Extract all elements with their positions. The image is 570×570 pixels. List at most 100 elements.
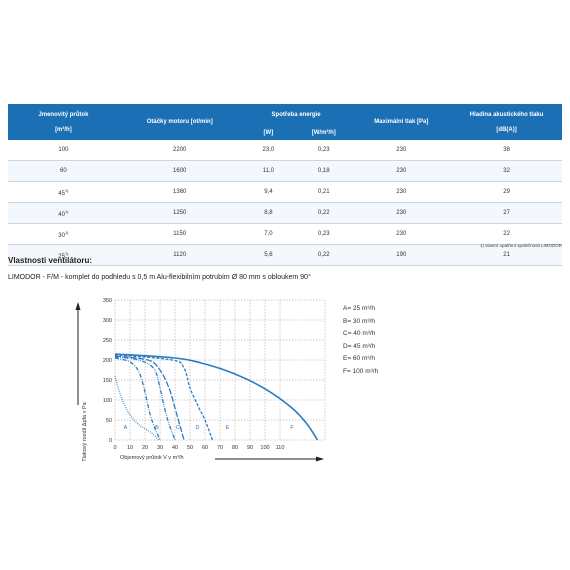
y-axis-label: Tlakový rozdíl Δpfa v Pa bbox=[82, 401, 88, 461]
cell-flow: 401) bbox=[8, 202, 119, 224]
x-tick-label: 0 bbox=[113, 445, 116, 451]
series-curve-d bbox=[114, 355, 185, 441]
series-label-c: C bbox=[176, 425, 180, 431]
y-tick-label: 200 bbox=[103, 358, 112, 364]
cell-power: 8,8 bbox=[240, 202, 297, 224]
series-label-e: E bbox=[226, 425, 230, 431]
legend-entry-f: F= 100 m³/h bbox=[343, 367, 379, 375]
header-energy-wm: [W/m³/h] bbox=[311, 130, 336, 136]
series-curve-f bbox=[114, 353, 319, 441]
cell-power: 7,0 bbox=[240, 223, 297, 245]
table-row: 100 2200 23,0 0,23 230 38 bbox=[8, 140, 562, 161]
x-tick-label: 30 bbox=[157, 445, 163, 451]
series-curve-c bbox=[114, 356, 176, 441]
cell-specific-power: 0,22 bbox=[296, 244, 352, 266]
cell-power: 11,0 bbox=[240, 160, 297, 182]
x-tick-label: 110 bbox=[276, 445, 285, 451]
chart-subtitle: LIMODOR - F/M - komplet do podhledu s 0,… bbox=[8, 274, 311, 281]
cell-pressure: 230 bbox=[351, 223, 452, 245]
cell-flow: 451) bbox=[8, 181, 119, 203]
table-row: 301) 1150 7,0 0,23 230 22 bbox=[8, 223, 562, 245]
x-tick-label: 90 bbox=[247, 445, 253, 451]
y-tick-label: 50 bbox=[106, 418, 112, 424]
cell-speed: 2200 bbox=[118, 140, 241, 161]
x-tick-label: 100 bbox=[260, 445, 269, 451]
series-label-f: F bbox=[290, 425, 294, 431]
series-label-d: D bbox=[196, 425, 200, 431]
x-tick-label: 10 bbox=[127, 445, 133, 451]
x-tick-label: 20 bbox=[142, 445, 148, 451]
y-axis-arrowhead bbox=[75, 302, 81, 310]
legend-entry-c: C= 40 m³/h bbox=[343, 330, 376, 338]
cell-pressure: 230 bbox=[351, 181, 452, 203]
cell-speed: 1600 bbox=[118, 160, 241, 182]
y-tick-label: 300 bbox=[103, 318, 112, 324]
table-body: 100 2200 23,0 0,23 230 38 60 1600 11,0 0,18 230 32 4… bbox=[8, 140, 562, 266]
table-row: 251) 1120 5,6 0,22 190 21 bbox=[8, 244, 562, 266]
cell-noise: 21 bbox=[451, 244, 562, 266]
series-curve-e bbox=[114, 354, 214, 441]
y-tick-label: 350 bbox=[103, 298, 112, 304]
legend-list: A= 25 m³/h B= 30 m³/h C= 40 m³/h D= 45 m³/h… bbox=[343, 303, 378, 379]
x-tick-label: 50 bbox=[187, 445, 193, 451]
cell-specific-power: 0,23 bbox=[296, 223, 352, 245]
cell-noise: 32 bbox=[451, 160, 562, 182]
header-energy-w: [W] bbox=[263, 130, 274, 136]
legend-entry-a: A= 25 m³/h bbox=[343, 305, 375, 312]
cell-pressure: 190 bbox=[351, 244, 452, 266]
series-label-b: B bbox=[155, 425, 159, 431]
cell-pressure: 230 bbox=[351, 202, 452, 224]
x-tick-label: 80 bbox=[232, 445, 238, 451]
x-tick-label: 40 bbox=[172, 445, 178, 451]
series-label-a: A bbox=[124, 425, 128, 431]
cell-specific-power: 0,18 bbox=[296, 160, 352, 182]
y-tick-label: 250 bbox=[103, 338, 112, 344]
x-axis-label: Objemový průtok V v m³/h bbox=[120, 454, 184, 461]
cell-power: 9,4 bbox=[240, 181, 297, 203]
header-flow: Jmenovitý průtok [m³/h] bbox=[38, 111, 89, 133]
cell-flow: 301) bbox=[8, 223, 119, 245]
cell-specific-power: 0,23 bbox=[296, 140, 352, 161]
x-tick-label: 70 bbox=[217, 445, 223, 451]
series-curve-a bbox=[114, 375, 159, 441]
cell-flow: 100 bbox=[8, 140, 119, 161]
x-axis-arrowhead bbox=[316, 456, 324, 462]
footnote-mark: 1) bbox=[64, 187, 69, 193]
series-curve-b bbox=[114, 357, 161, 441]
spec-table: Jmenovitý průtok [m³/h] Otáčky motoru [o… bbox=[8, 104, 562, 266]
cell-noise: 38 bbox=[451, 140, 562, 161]
legend-entry-e: E= 60 m³/h bbox=[343, 355, 375, 363]
cell-specific-power: 0,21 bbox=[296, 181, 352, 203]
cell-speed: 1360 bbox=[118, 181, 241, 203]
cell-specific-power: 0,22 bbox=[296, 202, 352, 224]
legend-entry-b: B= 30 m³/h bbox=[343, 317, 375, 325]
cell-flow: 251) bbox=[8, 244, 119, 266]
footnote: 1) vlastní opatření společnosti LIMODOR bbox=[479, 243, 562, 248]
cell-flow: 60 bbox=[8, 160, 119, 182]
cell-pressure: 230 bbox=[351, 140, 452, 161]
table-row: 401) 1250 8,8 0,22 230 27 bbox=[8, 202, 562, 224]
cell-power: 5,6 bbox=[240, 244, 297, 266]
y-tick-label: 100 bbox=[103, 398, 112, 404]
cell-pressure: 230 bbox=[351, 160, 452, 182]
cell-noise: 22 bbox=[451, 223, 562, 245]
cell-speed: 1250 bbox=[118, 202, 241, 224]
x-tick-label: 60 bbox=[202, 445, 208, 451]
footnote-mark: 1) bbox=[64, 229, 69, 235]
section-title: Vlastnosti ventilátoru: bbox=[8, 256, 93, 265]
y-tick-label: 0 bbox=[109, 438, 112, 444]
cell-noise: 29 bbox=[451, 181, 562, 203]
table-row: 451) 1360 9,4 0,21 230 29 bbox=[8, 181, 562, 203]
header-speed: Otáčky motoru [ot/min] bbox=[146, 119, 213, 125]
footnote-mark: 1) bbox=[64, 250, 69, 256]
footnote-mark: 1) bbox=[64, 208, 69, 214]
legend-entry-d: D= 45 m³/h bbox=[343, 342, 376, 350]
cell-speed: 1150 bbox=[118, 223, 241, 245]
header-noise: Hladina akustického tlaku [dB(A)] bbox=[469, 111, 544, 133]
cell-speed: 1120 bbox=[118, 244, 241, 266]
cell-noise: 27 bbox=[451, 202, 562, 224]
fan-performance-chart: 0 50 100 150 200 250 300 350 0 10 20 30 40 50 60 70 80 90… bbox=[75, 298, 326, 462]
header-energy: Spotřeba energie bbox=[271, 112, 321, 118]
y-tick-label: 150 bbox=[103, 378, 112, 384]
cell-power: 23,0 bbox=[240, 140, 297, 161]
